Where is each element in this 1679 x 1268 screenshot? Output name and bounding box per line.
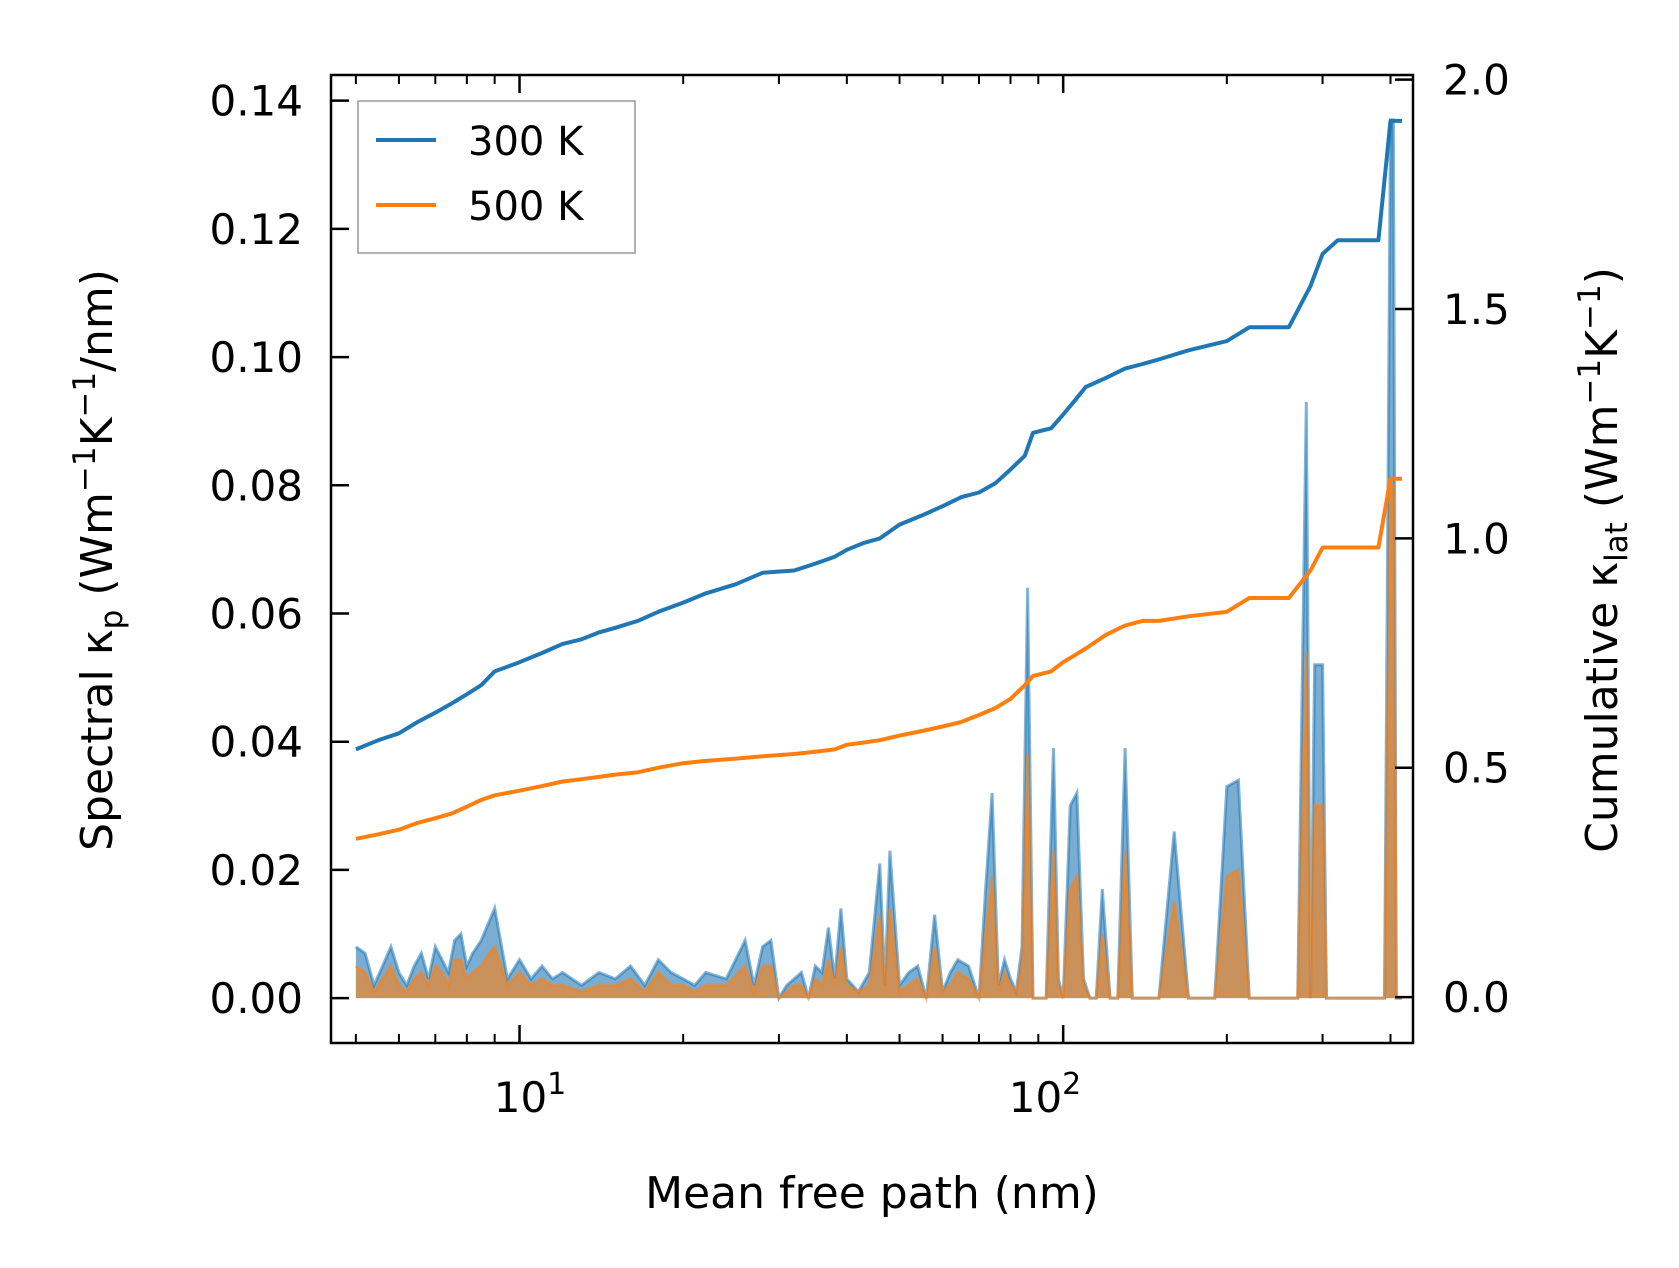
x-axis-label: Mean free path (nm) [645,1168,1099,1219]
left-axis-tick-label: 0.06 [209,589,303,638]
right-axis-label-prefix: Cumulative κ [1577,562,1628,853]
x-tick-label-10-exp: 1 [547,1067,566,1102]
legend-frame [357,100,636,254]
right-axis-label-part-0: (Wm [1577,405,1628,523]
left-axis-tick-label: 0.00 [209,974,303,1023]
x-tick-label-10: 101 [494,1067,567,1122]
right-axis-tick-label: 1.0 [1443,514,1510,563]
right-axis-tick-label: 0.0 [1443,973,1510,1022]
cumulative-line-300k [355,118,1402,752]
right-axis-label-sup-1: −1 [1572,359,1608,405]
cumulative-layer [355,118,1402,841]
left-axis-label: Spectral κp (Wm−1K−1/nm) [67,269,130,851]
x-tick-label-100-base: 10 [1009,1073,1062,1122]
left-axis-label-sub: p [94,610,130,630]
left-axis-tick-label: 0.10 [209,333,303,382]
x-tick-label-10-base: 10 [494,1073,547,1122]
spectral-line-500k [355,483,1402,1004]
left-axis-tick-label: 0.12 [209,205,303,254]
left-axis-label-part-0: (Wm [72,492,123,610]
left-axis-tick-label: 0.04 [209,718,303,767]
right-axis-label-sup-3: −1 [1572,284,1608,330]
right-axis-tick-label: 0.5 [1443,744,1510,793]
right-axis-tick-label: 2.0 [1443,56,1510,105]
x-tick-label-100-exp: 2 [1062,1067,1081,1102]
x-tick-label-100: 102 [1009,1067,1082,1122]
right-axis-tick-label: 1.5 [1443,285,1510,334]
left-axis-tick-label: 0.02 [209,846,303,895]
left-axis-label-sup-1: −1 [67,446,103,492]
axes-frame [329,73,1415,1045]
left-axis-label-prefix: Spectral κ [72,629,123,851]
spectral-layer [355,118,1402,1004]
left-axis-label-part-2: K [72,416,123,446]
right-axis-label-sub: lat [1599,522,1635,562]
cumulative-line-500k [355,476,1402,841]
left-axis-label-part-4: /nm) [72,269,123,372]
axes-layer: 0.00 0.02 0.04 0.06 0.08 0.10 0.12 0.14 0.0 0.5 1.… [209,56,1510,1045]
left-axis-tick-label: 0.08 [209,461,303,510]
right-axis-label: Cumulative κlat (Wm−1K−1) [1572,267,1635,853]
legend-label-500k: 500 K [468,184,585,230]
left-axis-tick-label: 0.14 [209,77,303,126]
legend-label-300k: 300 K [468,119,585,165]
legend: 300 K 500 K [357,100,636,254]
left-axis-label-sup-3: −1 [67,372,103,418]
right-axis-label-part-2: K [1577,329,1628,359]
right-axis-label-part-4: ) [1577,267,1628,284]
